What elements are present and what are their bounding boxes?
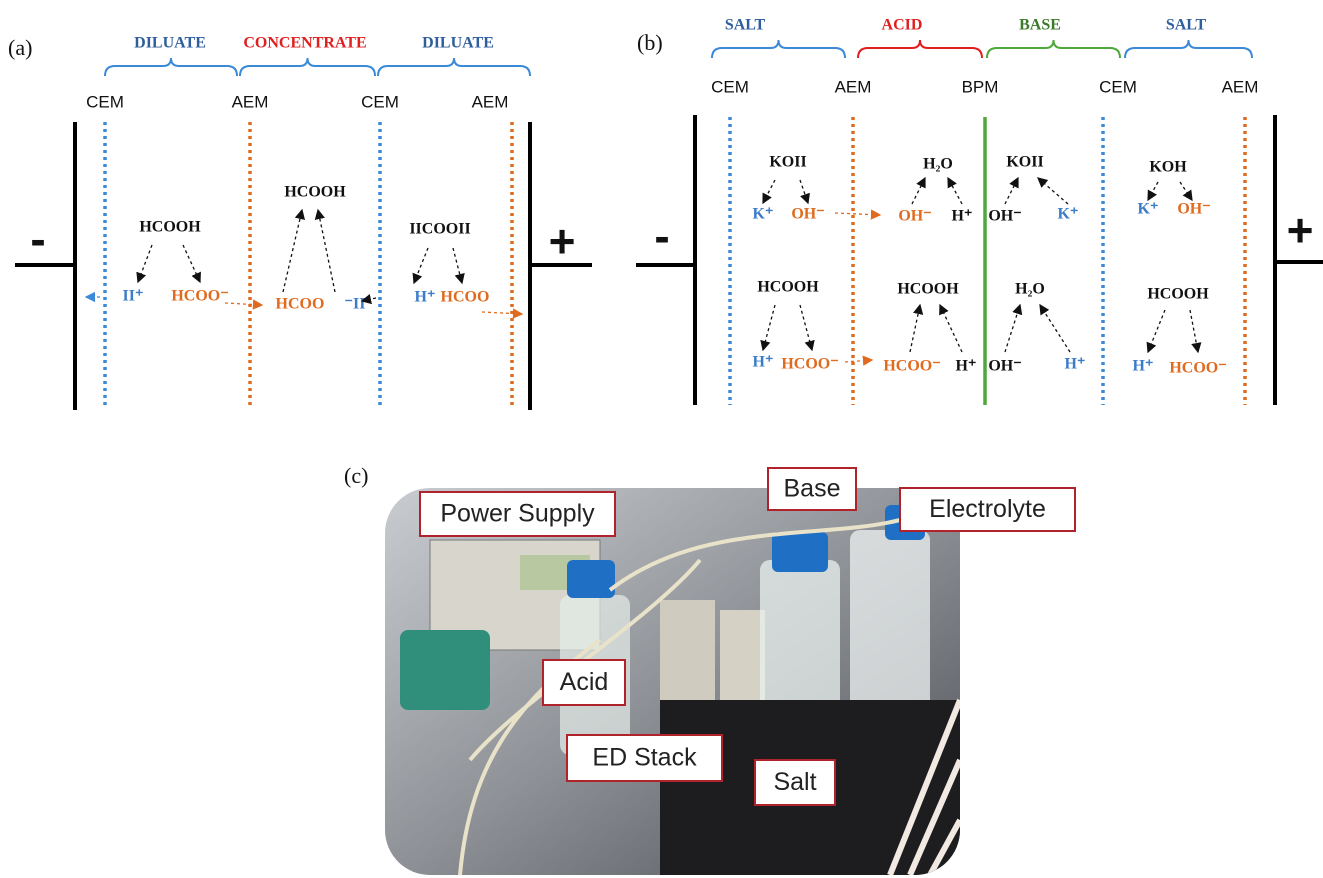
bracket (378, 58, 530, 76)
arrow (835, 213, 880, 215)
species: KOH (1149, 159, 1187, 176)
bracket (1125, 40, 1252, 58)
species: HCOOH (139, 219, 201, 236)
callout-label: Acid (560, 668, 609, 696)
species: HCOO⁻ (1169, 360, 1226, 377)
species: HCOO⁻ (883, 358, 940, 375)
species: HCOO⁻ (171, 288, 228, 305)
species: H⁺ (956, 358, 977, 375)
species: OH⁻ (791, 206, 824, 223)
bracket (712, 40, 845, 58)
bracket (240, 58, 375, 76)
arrow (763, 305, 775, 350)
species: OH⁻ (898, 208, 931, 225)
arrow (1005, 178, 1018, 204)
compartment-label: BASE (1019, 17, 1061, 34)
arrow (1190, 310, 1198, 352)
species: HCOO (441, 289, 490, 306)
compartment-label: SALT (725, 17, 766, 34)
arrow (800, 305, 812, 350)
arrow (1180, 182, 1192, 200)
species: HCOO⁻ (781, 356, 838, 373)
electrode: - (654, 210, 669, 262)
callout-label: Base (784, 475, 841, 503)
arrow (318, 210, 335, 292)
species: H⁺ (753, 354, 774, 371)
species: KOII (1006, 154, 1043, 171)
arrow (414, 248, 428, 283)
membrane-label: AEM (232, 92, 269, 111)
species: H⁺ (1065, 356, 1086, 373)
species: OH⁻ (988, 358, 1021, 375)
compartment-label: SALT (1166, 17, 1207, 34)
electrode: - (30, 213, 45, 265)
membrane-label: AEM (1222, 77, 1259, 96)
arrow (1040, 305, 1070, 352)
arrow (138, 245, 152, 282)
species: K⁺ (1138, 201, 1159, 218)
callout-label: Electrolyte (929, 495, 1046, 523)
arrow (912, 178, 925, 204)
arrow (183, 245, 200, 282)
electrode: + (1287, 204, 1314, 256)
arrow (1148, 310, 1165, 352)
species: OH⁻ (988, 208, 1021, 225)
arrow (453, 248, 462, 283)
species: KOII (769, 154, 806, 171)
photo (385, 488, 960, 875)
arrow (763, 180, 775, 203)
species: HCOOH (757, 279, 819, 296)
species: IICOOII (409, 221, 470, 238)
species: HCOOH (284, 184, 346, 201)
membrane-label: AEM (835, 77, 872, 96)
membrane-label: CEM (711, 77, 749, 96)
callout-label: Power Supply (440, 500, 595, 528)
arrow (1038, 178, 1068, 204)
species: H₂O (1015, 281, 1045, 298)
membrane-label: CEM (1099, 77, 1137, 96)
callout-label: Salt (773, 768, 816, 796)
species: HCOO (276, 296, 325, 313)
species: HCOOH (1147, 286, 1209, 303)
arrow (910, 305, 920, 352)
panel-label: (c) (344, 463, 368, 488)
arrow (283, 210, 302, 292)
compartment-label: CONCENTRATE (243, 35, 366, 52)
figure: (a) DILUATE CONCENTRATE DILUATE CEM AEM CEM AEM… (0, 0, 1323, 878)
membrane-label: BPM (962, 77, 999, 96)
arrow (940, 305, 962, 352)
compartment-label: DILUATE (422, 35, 494, 52)
membrane-label: CEM (86, 92, 124, 111)
membrane-label: CEM (361, 92, 399, 111)
species: II⁺ (123, 288, 144, 305)
arrow (225, 303, 262, 305)
compartment-label: DILUATE (134, 35, 206, 52)
species: H₂O (923, 156, 953, 173)
arrow (482, 312, 522, 314)
arrow (1148, 182, 1158, 200)
species: H⁺ (415, 289, 436, 306)
arrow (800, 180, 808, 203)
callout-label: ED Stack (592, 744, 697, 772)
electrode: + (549, 215, 576, 267)
arrow (1005, 305, 1020, 352)
species: K⁺ (1058, 206, 1079, 223)
arrow (845, 360, 872, 362)
species: ⁻II (345, 296, 366, 313)
bracket (987, 40, 1120, 58)
membrane-label: AEM (472, 92, 509, 111)
species: H⁺ (1133, 358, 1154, 375)
species: HCOOH (897, 281, 959, 298)
panel-label: (a) (8, 35, 32, 60)
bracket (858, 40, 982, 58)
species: K⁺ (753, 206, 774, 223)
compartment-label: ACID (882, 17, 923, 34)
species: OH⁻ (1177, 201, 1210, 218)
species: H⁺ (952, 208, 973, 225)
panel-label: (b) (637, 30, 663, 55)
arrow (948, 178, 962, 204)
bracket (105, 58, 237, 76)
